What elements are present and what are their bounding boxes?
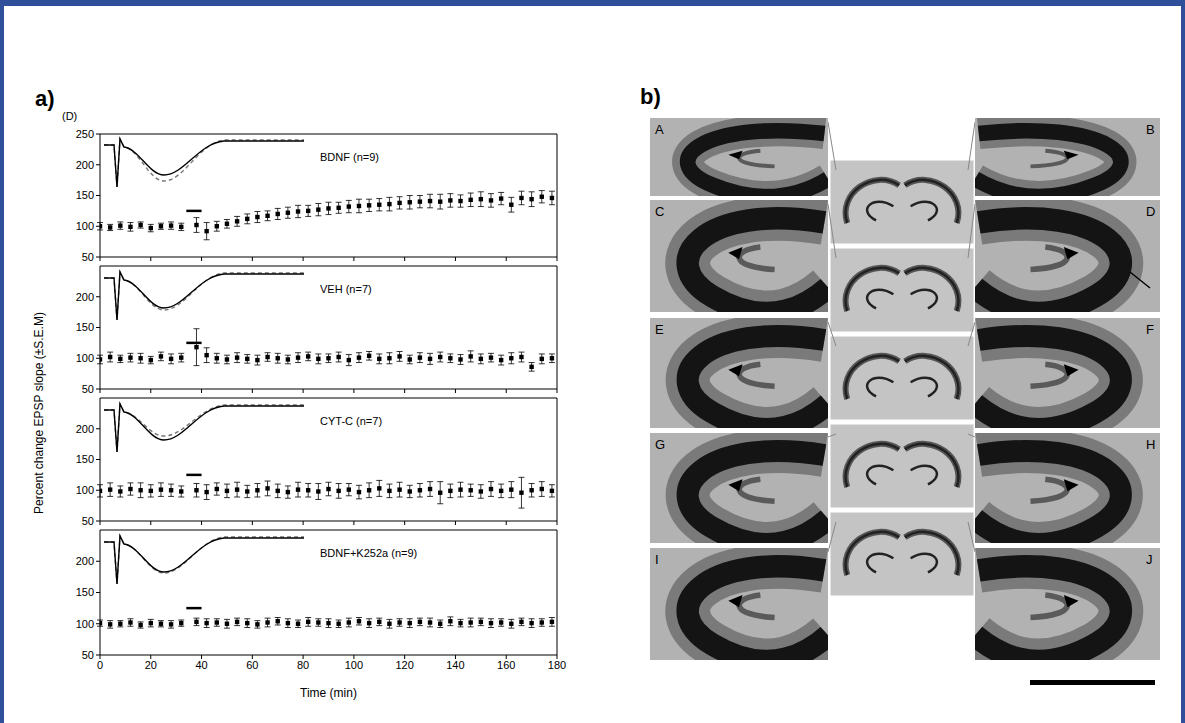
svg-text:150: 150 (76, 453, 94, 465)
svg-text:I: I (655, 552, 659, 567)
svg-text:100: 100 (76, 484, 94, 496)
svg-text:50: 50 (82, 649, 94, 661)
svg-text:200: 200 (76, 159, 94, 171)
svg-text:20: 20 (145, 659, 157, 671)
svg-text:40: 40 (195, 659, 207, 671)
html-text:(D): (D) (62, 110, 78, 122)
html-text:a): a) (35, 86, 55, 111)
svg-text:0: 0 (97, 659, 103, 671)
svg-text:100: 100 (345, 659, 363, 671)
svg-text:J: J (1146, 552, 1153, 567)
svg-text:50: 50 (82, 383, 94, 395)
html-text:BDNF+K252a (n=9): BDNF+K252a (n=9) (320, 547, 418, 559)
svg-text:E: E (655, 322, 664, 337)
svg-text:100: 100 (76, 618, 94, 630)
svg-text:60: 60 (246, 659, 258, 671)
svg-text:150: 150 (76, 321, 94, 333)
svg-text:250: 250 (76, 128, 94, 140)
svg-text:F: F (1146, 322, 1154, 337)
svg-text:180: 180 (548, 659, 566, 671)
svg-text:150: 150 (76, 586, 94, 598)
svg-text:B: B (1146, 122, 1155, 137)
svg-text:A: A (655, 122, 664, 137)
svg-text:50: 50 (82, 251, 94, 263)
svg-text:D: D (1146, 204, 1155, 219)
svg-text:G: G (655, 437, 665, 452)
svg-text:b): b) (640, 84, 661, 109)
svg-text:200: 200 (76, 555, 94, 567)
svg-text:80: 80 (297, 659, 309, 671)
html-text:BDNF (n=9): BDNF (n=9) (320, 151, 379, 163)
svg-text:200: 200 (76, 291, 94, 303)
svg-text:100: 100 (76, 220, 94, 232)
html-text:CYT-C (n=7): CYT-C (n=7) (320, 415, 382, 427)
svg-text:160: 160 (497, 659, 515, 671)
svg-text:100: 100 (76, 352, 94, 364)
svg-text:Time (min): Time (min) (300, 686, 357, 700)
svg-text:Percent change EPSP slope (±S.: Percent change EPSP slope (±S.E.M) (32, 312, 46, 514)
svg-text:140: 140 (446, 659, 464, 671)
svg-text:50: 50 (82, 515, 94, 527)
svg-text:H: H (1146, 437, 1155, 452)
svg-text:200: 200 (76, 423, 94, 435)
svg-text:C: C (655, 204, 664, 219)
svg-text:120: 120 (395, 659, 413, 671)
html-text:VEH (n=7): VEH (n=7) (320, 283, 372, 295)
svg-text:150: 150 (76, 189, 94, 201)
